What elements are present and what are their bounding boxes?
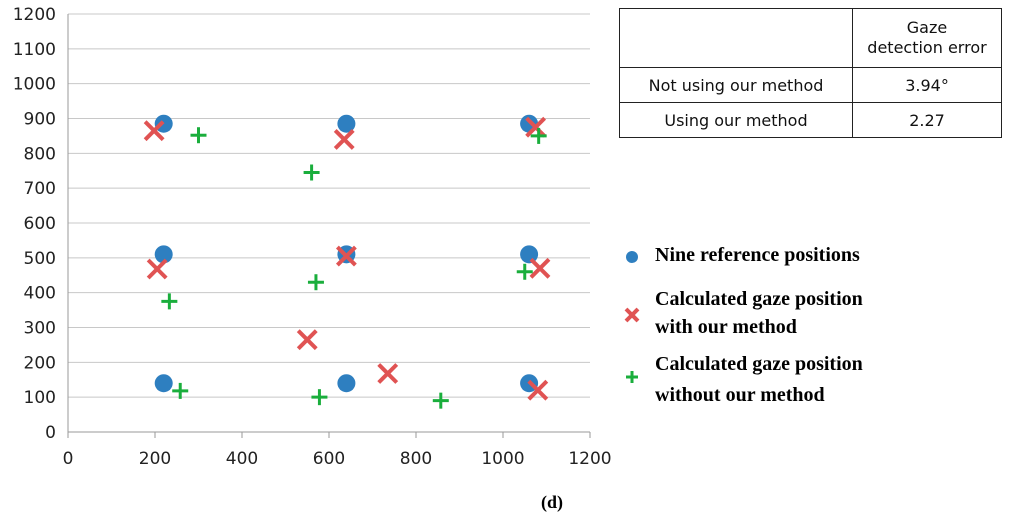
data-point-plus — [530, 127, 547, 144]
y-tick-label: 1100 — [13, 40, 56, 60]
table-header-error-label: Gaze detection error — [867, 18, 987, 57]
data-point-circle — [626, 251, 638, 263]
legend-entry: Nine reference positions — [626, 244, 860, 266]
y-tick-label: 800 — [24, 144, 56, 164]
y-tick-label: 400 — [24, 284, 56, 304]
data-point-circle — [154, 245, 173, 264]
legend-label: Nine reference positions — [655, 244, 860, 266]
data-point-plus — [626, 371, 638, 383]
y-tick-label: 900 — [24, 110, 56, 130]
y-tick-label: 200 — [24, 353, 56, 373]
y-tick-label: 300 — [24, 319, 56, 339]
data-point-x — [335, 245, 357, 267]
y-tick-label: 700 — [24, 179, 56, 199]
table-row: Using our method 2.27 — [619, 102, 1002, 138]
legend-entry: Calculated gaze position without our meth… — [626, 353, 863, 406]
grid-lines — [68, 13, 590, 398]
x-tick-label: 800 — [400, 449, 432, 469]
data-point-plus — [161, 293, 178, 310]
data-point-x — [529, 257, 551, 279]
x-tick-label: 0 — [63, 449, 74, 469]
data-point-x — [296, 329, 318, 351]
x-tick-label: 600 — [313, 449, 345, 469]
legend: Nine reference positions Calculated gaze … — [624, 244, 863, 406]
x-tick-label: 400 — [226, 449, 258, 469]
data-points — [143, 114, 551, 409]
data-point-circle — [520, 245, 539, 264]
data-point-plus — [303, 164, 320, 181]
data-point-plus — [190, 127, 207, 144]
table-row: Not using our method 3.94° — [619, 67, 1002, 103]
legend-label: Calculated gaze position — [655, 288, 863, 310]
y-tick-label: 1200 — [13, 5, 56, 25]
table-row-label: Not using our method — [619, 67, 853, 103]
y-tick-label: 1000 — [13, 75, 56, 95]
data-point-plus — [516, 263, 533, 280]
y-tick-label: 100 — [24, 388, 56, 408]
x-tick-label: 1000 — [481, 449, 524, 469]
data-point-x — [525, 116, 547, 138]
table-header-empty — [619, 8, 853, 68]
x-tick-labels: 0 200 400 600 800 1000 1200 — [63, 449, 612, 469]
data-point-x — [527, 379, 549, 401]
table-header-row: Gaze detection error — [619, 8, 1002, 68]
x-tick-label: 200 — [139, 449, 171, 469]
x-tick-label: 1200 — [568, 449, 611, 469]
axes — [67, 14, 591, 438]
y-tick-label: 0 — [45, 423, 56, 443]
y-tick-label: 500 — [24, 249, 56, 269]
y-tick-label: 600 — [24, 214, 56, 234]
error-table: Gaze detection error Not using our metho… — [619, 8, 1002, 138]
data-point-circle — [337, 114, 356, 133]
legend-label: with our method — [655, 316, 797, 338]
data-point-plus — [311, 389, 328, 406]
data-point-circle — [154, 374, 173, 393]
data-point-x — [333, 128, 355, 150]
legend-label: Calculated gaze position — [655, 353, 863, 375]
data-point-x — [624, 307, 640, 323]
table-row-value: 3.94° — [852, 67, 1002, 103]
table-row-value: 2.27 — [852, 102, 1002, 138]
data-point-circle — [337, 374, 356, 393]
data-point-plus — [307, 274, 324, 291]
legend-label: without our method — [655, 384, 825, 406]
legend-entry: Calculated gaze position with our method — [624, 288, 863, 338]
data-point-x — [146, 258, 168, 280]
table-header-error: Gaze detection error — [852, 8, 1002, 68]
table-row-label: Using our method — [619, 102, 853, 138]
y-tick-labels: 0 100 200 300 400 500 600 700 800 900 1000 1100 1200 — [13, 5, 56, 443]
data-point-plus — [432, 392, 449, 409]
data-point-x — [143, 120, 165, 142]
data-point-x — [377, 363, 399, 384]
data-point-plus — [172, 382, 189, 399]
figure-caption: (d) — [541, 492, 563, 513]
